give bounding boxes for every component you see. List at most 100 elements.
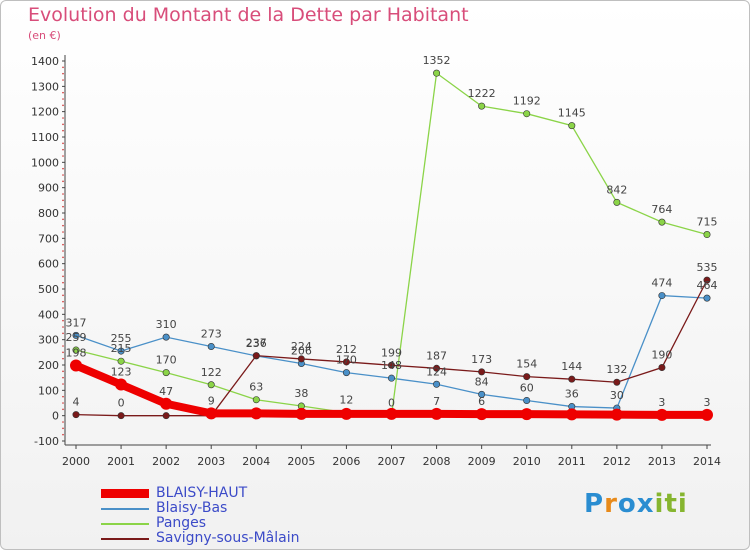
data-point bbox=[387, 361, 395, 369]
y-minor-tick bbox=[62, 66, 64, 69]
data-label: 36 bbox=[565, 388, 579, 401]
data-label: 4 bbox=[73, 396, 80, 409]
data-label: 212 bbox=[336, 343, 357, 356]
y-tick-label: 400 bbox=[38, 308, 59, 321]
y-tick-label: 200 bbox=[38, 359, 59, 372]
data-label: 47 bbox=[159, 385, 173, 398]
legend-item: Panges bbox=[101, 515, 421, 531]
data-label: 715 bbox=[697, 216, 718, 229]
y-minor-tick bbox=[62, 300, 64, 303]
data-label: 173 bbox=[471, 353, 492, 366]
y-minor-tick bbox=[62, 224, 64, 227]
y-minor-tick bbox=[62, 155, 64, 157]
y-tick-label: 700 bbox=[38, 232, 59, 245]
data-label: 84 bbox=[475, 375, 489, 388]
data-label: 273 bbox=[201, 328, 222, 341]
legend-label: Blaisy-Bas bbox=[156, 500, 228, 516]
data-label: 0 bbox=[118, 397, 125, 410]
data-point bbox=[250, 407, 263, 420]
data-label: 236 bbox=[246, 337, 267, 350]
data-point bbox=[701, 408, 713, 421]
data-label: 199 bbox=[381, 346, 402, 359]
data-label: 123 bbox=[111, 366, 132, 379]
data-point bbox=[613, 198, 621, 206]
x-tick-label: 2009 bbox=[468, 455, 496, 468]
data-point bbox=[658, 292, 666, 300]
data-label: 1145 bbox=[558, 107, 586, 120]
legend-swatch bbox=[101, 508, 149, 510]
data-label: 255 bbox=[111, 332, 132, 345]
y-tick-label: 1200 bbox=[31, 106, 59, 119]
data-point bbox=[115, 378, 128, 391]
y-tick-label: 1300 bbox=[31, 80, 59, 93]
x-tick-label: 2014 bbox=[693, 455, 721, 468]
data-label: 38 bbox=[294, 387, 308, 400]
y-minor-tick bbox=[62, 294, 64, 297]
data-point bbox=[568, 122, 576, 130]
y-minor-tick bbox=[62, 142, 64, 145]
data-label: 63 bbox=[249, 381, 263, 394]
data-point bbox=[295, 407, 308, 420]
y-minor-tick bbox=[62, 167, 64, 170]
data-point bbox=[523, 396, 531, 404]
data-label: 317 bbox=[66, 316, 87, 329]
legend: BLAISY-HAUT Blaisy-Bas Panges Savigny-sous-… bbox=[101, 485, 421, 546]
data-point bbox=[610, 408, 623, 421]
y-minor-tick bbox=[62, 383, 64, 385]
y-tick-label: 1100 bbox=[31, 131, 59, 144]
data-point bbox=[613, 378, 621, 386]
data-point bbox=[70, 359, 82, 372]
proxiti-logo: Proxiti bbox=[584, 489, 688, 519]
logo-letter: i bbox=[677, 489, 688, 519]
data-point bbox=[703, 276, 711, 284]
data-point bbox=[523, 110, 531, 118]
data-label: 237 bbox=[246, 337, 267, 350]
y-minor-tick bbox=[62, 256, 64, 259]
data-label: 170 bbox=[336, 354, 357, 367]
data-label: 764 bbox=[651, 203, 672, 216]
data-label: 187 bbox=[426, 349, 447, 362]
y-minor-tick bbox=[62, 281, 64, 284]
chart-subtitle: (en €) bbox=[28, 29, 61, 42]
data-label: 474 bbox=[651, 277, 672, 290]
data-point bbox=[658, 218, 666, 226]
data-point bbox=[117, 347, 125, 355]
data-point bbox=[207, 343, 215, 351]
data-point bbox=[433, 380, 441, 388]
data-point bbox=[205, 407, 218, 420]
y-minor-tick bbox=[62, 376, 64, 379]
data-label: 535 bbox=[697, 261, 718, 274]
y-minor-tick bbox=[62, 98, 64, 100]
data-point bbox=[72, 411, 80, 419]
logo-letter: i bbox=[654, 489, 665, 519]
data-label: 124 bbox=[426, 365, 447, 378]
x-tick-label: 2012 bbox=[603, 455, 631, 468]
data-label: 0 bbox=[388, 397, 395, 410]
data-label: 842 bbox=[606, 183, 627, 196]
data-point bbox=[523, 373, 531, 381]
data-point bbox=[162, 333, 170, 341]
y-minor-tick bbox=[62, 357, 64, 360]
legend-item: Savigny-sous-Mâlain bbox=[101, 530, 421, 546]
data-point bbox=[342, 358, 350, 366]
y-minor-tick bbox=[62, 345, 64, 347]
data-label: 215 bbox=[111, 342, 132, 355]
data-label: 1352 bbox=[423, 54, 451, 67]
y-tick-label: 300 bbox=[38, 334, 59, 347]
data-point bbox=[433, 69, 441, 77]
y-minor-tick bbox=[62, 332, 64, 335]
y-minor-tick bbox=[62, 218, 64, 221]
legend-label: BLAISY-HAUT bbox=[156, 485, 248, 501]
y-minor-tick bbox=[62, 269, 64, 271]
data-label: 60 bbox=[520, 381, 534, 394]
data-point bbox=[207, 381, 215, 389]
y-minor-tick bbox=[62, 104, 64, 107]
data-label: 132 bbox=[606, 363, 627, 376]
y-minor-tick bbox=[62, 427, 64, 430]
y-minor-tick bbox=[62, 243, 64, 246]
data-label: 7 bbox=[433, 395, 440, 408]
x-tick-label: 2002 bbox=[152, 455, 180, 468]
data-label: 3 bbox=[704, 396, 711, 409]
